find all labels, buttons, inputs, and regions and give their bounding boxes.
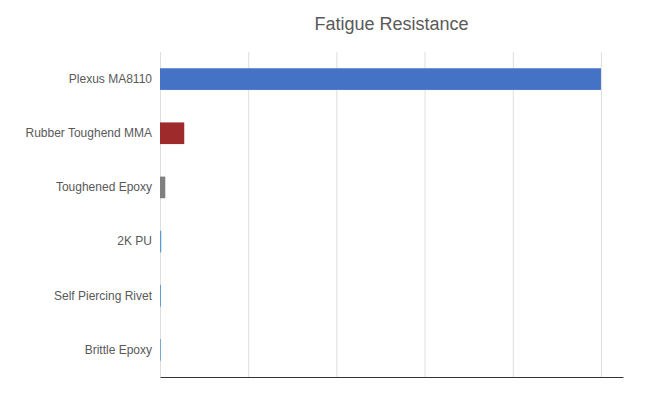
bars bbox=[160, 68, 601, 361]
y-tick-label: 2K PU bbox=[117, 234, 152, 248]
y-tick: 2K PU bbox=[117, 234, 152, 248]
grid-line bbox=[160, 52, 161, 377]
chart-svg: Brittle Epoxy Self Piercing Rivet 2K PU Tou… bbox=[0, 0, 647, 405]
x-axis-line bbox=[161, 377, 624, 378]
x-tick bbox=[160, 52, 161, 377]
bar bbox=[160, 339, 161, 361]
chart-container: Brittle Epoxy Self Piercing Rivet 2K PU Tou… bbox=[0, 0, 647, 405]
y-tick: Brittle Epoxy bbox=[85, 343, 152, 357]
y-tick-label: Toughened Epoxy bbox=[56, 180, 152, 194]
x-axis bbox=[161, 52, 624, 378]
y-tick: Toughened Epoxy bbox=[56, 180, 152, 194]
y-tick: Plexus MA8110 bbox=[69, 72, 152, 86]
chart-title: Fatigue Resistance bbox=[314, 14, 468, 34]
x-tick bbox=[336, 52, 337, 377]
bar bbox=[160, 231, 161, 253]
bar bbox=[160, 68, 601, 90]
y-tick-label: Rubber Toughend MMA bbox=[25, 126, 152, 140]
grid-line bbox=[336, 52, 337, 377]
y-axis: Brittle Epoxy Self Piercing Rivet 2K PU Tou… bbox=[25, 72, 152, 357]
y-tick-label: Brittle Epoxy bbox=[85, 343, 152, 357]
grid-line bbox=[601, 52, 602, 377]
grid-line bbox=[513, 52, 514, 377]
y-tick-label: Plexus MA8110 bbox=[69, 72, 152, 86]
x-tick bbox=[425, 52, 426, 377]
bar bbox=[160, 122, 184, 144]
y-tick: Rubber Toughend MMA bbox=[25, 126, 152, 140]
y-tick-label: Self Piercing Rivet bbox=[54, 289, 153, 303]
x-tick bbox=[601, 52, 602, 377]
y-tick: Self Piercing Rivet bbox=[54, 289, 153, 303]
grid-line bbox=[248, 52, 249, 377]
x-tick bbox=[248, 52, 249, 377]
bar bbox=[160, 285, 161, 307]
grid-line bbox=[425, 52, 426, 377]
bar bbox=[160, 177, 165, 199]
x-tick bbox=[513, 52, 514, 377]
plot-area: Brittle Epoxy Self Piercing Rivet 2K PU Tou… bbox=[25, 52, 623, 378]
